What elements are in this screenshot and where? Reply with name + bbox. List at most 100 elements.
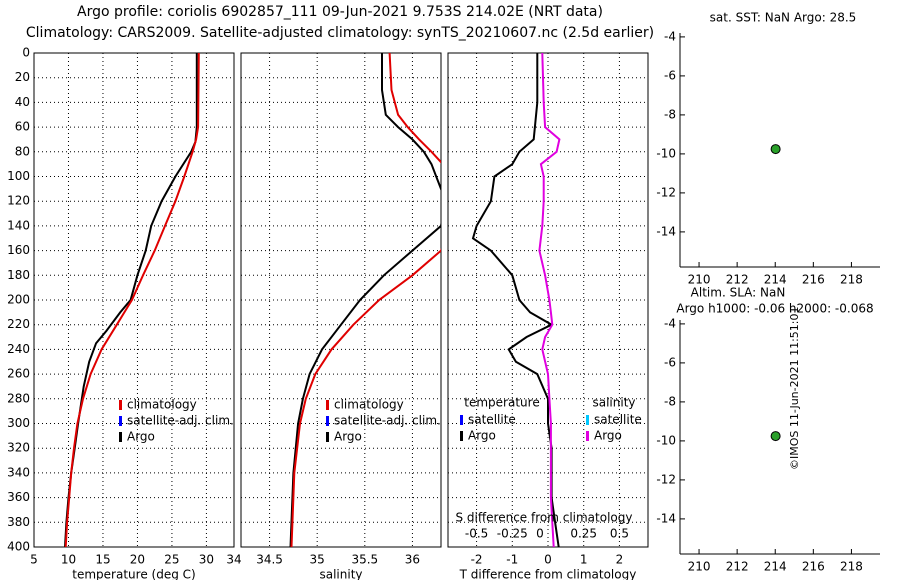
differences-x-tick-label: -2 [471, 553, 483, 567]
depth-tick-label: 240 [7, 342, 30, 356]
sla_map-y-tick-label: -12 [656, 472, 676, 486]
diff-legend-sal-swatch [586, 415, 589, 425]
depth-tick-label: 0 [22, 46, 30, 60]
sst_map-y-tick-label: -12 [656, 185, 676, 199]
depth-tick-label: 100 [7, 169, 30, 183]
differences-x-tick-label: 2 [616, 553, 624, 567]
salinity-x-tick-label: 36 [405, 553, 420, 567]
depth-tick-label: 60 [15, 120, 30, 134]
temperature-x-tick-label: 34 [226, 553, 241, 567]
salinity-diff-tick-label: 0.25 [570, 527, 597, 541]
temperature-legend-climatology: climatology [127, 398, 197, 412]
sst_map-x-tick-label: 210 [688, 273, 711, 287]
salinity-diff-axis-label: S difference from climatology [456, 511, 633, 525]
differences-panel-frame [447, 52, 649, 548]
depth-tick-label: 180 [7, 268, 30, 282]
depth-tick-label: 300 [7, 416, 30, 430]
sst_map-profile-marker [770, 144, 781, 155]
temperature-x-tick-label: 20 [130, 553, 145, 567]
sla-map-subtitle: Argo h1000: -0.06 h2000: -0.068 [676, 302, 873, 316]
chart-title-line2: Climatology: CARS2009. Satellite-adjuste… [25, 25, 655, 41]
depth-tick-label: 280 [7, 391, 30, 405]
diff-legend-sal-argo: Argo [594, 429, 622, 443]
sla_map-x-tick-label: 218 [840, 560, 863, 574]
sla_map-y-tick-label: -6 [664, 355, 676, 369]
salinity-legend-swatch [326, 416, 329, 426]
sst_map-y-tick-label: -14 [656, 224, 676, 238]
sal-diff-argo-line [538, 53, 561, 547]
salinity-argo-line [289, 53, 441, 547]
temperature-climatology-line [64, 53, 200, 547]
depth-tick-label: 80 [15, 144, 30, 158]
diff-legend-salinity-title: salinity [592, 396, 635, 410]
salinity-diff-tick-label: -0.25 [497, 527, 528, 541]
depth-tick-label: 220 [7, 317, 30, 331]
differences-x-tick-label: 0 [544, 553, 552, 567]
diff-legend-sal-satellite: satellite [594, 413, 642, 427]
sla_map-y-tick-label: -4 [664, 316, 676, 330]
sst_map-y-tick-label: -6 [664, 68, 676, 82]
salinity-legend-swatch [326, 400, 329, 410]
sla_map-x-tick-label: 210 [688, 560, 711, 574]
temperature-x-tick-label: 30 [199, 553, 214, 567]
salinity-x-tick-label: 35 [310, 553, 325, 567]
salinity-diff-tick-label: 0.5 [610, 527, 629, 541]
sst_map-y-tick-label: -10 [656, 146, 676, 160]
temperature-x-axis-label: temperature (deg C) [72, 568, 195, 580]
differences-x-axis-label: T difference from climatology [459, 568, 637, 580]
differences-x-tick-label: 1 [580, 553, 588, 567]
sla-map-title: Altim. SLA: NaN [691, 286, 786, 300]
sst_map-x-tick-label: 212 [726, 273, 749, 287]
salinity-legend-Argo: Argo [334, 430, 362, 444]
salinity-diff-tick-label: 0 [536, 527, 544, 541]
temperature-legend-swatch [119, 432, 122, 442]
sla_map-y-tick-label: -8 [664, 394, 676, 408]
depth-tick-label: 380 [7, 515, 30, 529]
salinity-climatology-line [290, 53, 441, 547]
sla_map-x-tick-label: 212 [726, 560, 749, 574]
sst_map-x-tick-label: 214 [764, 273, 787, 287]
differences-x-tick-label: -1 [506, 553, 518, 567]
depth-tick-label: 400 [7, 540, 30, 554]
diff-legend-sal-swatch [586, 431, 589, 441]
chart-title-line1: Argo profile: coriolis 6902857_111 09-Ju… [77, 4, 603, 20]
sla_map-profile-marker [770, 431, 781, 442]
diff-legend-temperature-title: temperature [464, 396, 539, 410]
temperature-x-tick-label: 5 [30, 553, 38, 567]
depth-tick-label: 200 [7, 293, 30, 307]
temperature-panel-frame [33, 52, 235, 548]
temperature-legend-satellite-adj: satellite-adj. clim. [127, 414, 234, 428]
sst_map-x-tick-label: 218 [840, 273, 863, 287]
temperature-legend-swatch [119, 416, 122, 426]
salinity-x-axis-label: salinity [319, 568, 362, 580]
depth-tick-label: 340 [7, 465, 30, 479]
sla_map-x-tick-label: 214 [764, 560, 787, 574]
sla_map-x-tick-label: 216 [802, 560, 825, 574]
temperature-legend-swatch [119, 400, 122, 410]
depth-tick-label: 360 [7, 490, 30, 504]
imos-timestamp: ©IMOS 11-Jun-2021 11:51:01 [788, 306, 802, 470]
depth-tick-label: 120 [7, 194, 30, 208]
salinity-legend-satellite-adj: satellite-adj. clim. [334, 414, 441, 428]
temperature-x-tick-label: 10 [61, 553, 76, 567]
salinity-x-tick-label: 35.5 [351, 553, 378, 567]
depth-tick-label: 140 [7, 218, 30, 232]
salinity-x-tick-label: 34.5 [256, 553, 283, 567]
temperature-legend-Argo: Argo [127, 430, 155, 444]
diff-legend-temp-swatch [460, 431, 463, 441]
depth-tick-label: 260 [7, 367, 30, 381]
salinity-legend-climatology: climatology [334, 398, 404, 412]
sst_map-x-tick-label: 216 [802, 273, 825, 287]
diff-legend-temp-argo: Argo [468, 429, 496, 443]
depth-tick-label: 40 [15, 95, 30, 109]
salinity-panel-frame [240, 52, 442, 548]
diff-legend-temp-swatch [460, 415, 463, 425]
salinity-diff-tick-label: -0.5 [465, 527, 488, 541]
temperature-x-tick-label: 25 [164, 553, 179, 567]
temperature-x-tick-label: 15 [95, 553, 110, 567]
diff-legend-temp-satellite: satellite [468, 413, 516, 427]
sst_map-y-tick-label: -8 [664, 107, 676, 121]
depth-tick-label: 20 [15, 70, 30, 84]
salinity-legend-swatch [326, 432, 329, 442]
